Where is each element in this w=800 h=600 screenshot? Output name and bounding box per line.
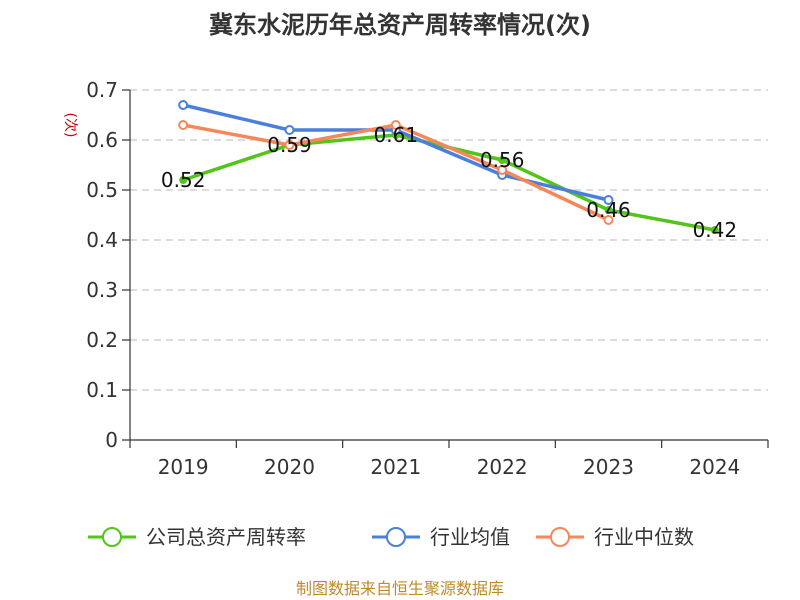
series-3 xyxy=(178,120,614,225)
legend-item-2[interactable]: 行业均值 xyxy=(372,525,510,549)
x-tick-label: 2024 xyxy=(689,455,740,479)
data-point xyxy=(604,206,613,214)
data-point xyxy=(178,100,189,110)
y-tick-label: 0.3 xyxy=(86,278,118,302)
y-axis-label: (次) xyxy=(62,113,78,138)
data-point xyxy=(178,120,189,130)
legend-item-3[interactable]: 行业中位数 xyxy=(536,525,694,549)
legend-label: 行业中位数 xyxy=(594,525,694,549)
data-point xyxy=(284,140,295,150)
x-tick-label: 2021 xyxy=(370,455,421,479)
legend-label: 公司总资产周转率 xyxy=(146,525,306,549)
series-2 xyxy=(178,100,614,205)
data-label: 0.56 xyxy=(480,148,525,172)
y-tick-label: 0.1 xyxy=(86,378,118,402)
data-label: 0.61 xyxy=(374,123,419,147)
data-labels: 0.52 0.59 0.61 0.56 0.46 0.42 xyxy=(161,123,737,242)
y-tick-label: 0.7 xyxy=(86,78,118,102)
data-label: 0.52 xyxy=(161,168,206,192)
data-point xyxy=(497,165,508,175)
legend-marker xyxy=(550,527,570,547)
data-label: 0.59 xyxy=(267,133,312,157)
legend-marker xyxy=(102,527,122,547)
data-point xyxy=(284,125,295,135)
data-point xyxy=(390,120,401,130)
y-tick-label: 0.6 xyxy=(86,128,118,152)
x-tick-label: 2022 xyxy=(477,455,528,479)
y-tick-label: 0 xyxy=(105,428,118,452)
data-label: 0.46 xyxy=(586,198,631,222)
x-tick-label: 2020 xyxy=(264,455,315,479)
data-point xyxy=(179,176,188,184)
legend[interactable]: 公司总资产周转率 行业均值 行业中位数 xyxy=(88,525,694,549)
axes xyxy=(122,89,769,448)
y-tick-labels: 0 0.1 0.2 0.3 0.4 0.5 0.6 0.7 xyxy=(86,78,118,452)
series-line xyxy=(181,103,611,202)
y-tick-label: 0.5 xyxy=(86,178,118,202)
y-tick-label: 0.2 xyxy=(86,328,118,352)
x-tick-label: 2019 xyxy=(158,455,209,479)
legend-item-1[interactable]: 公司总资产周转率 xyxy=(88,525,306,549)
source-note: 制图数据来自恒生聚源数据库 xyxy=(296,579,504,598)
y-tick-label: 0.4 xyxy=(86,228,118,252)
series-lines xyxy=(178,100,719,234)
x-tick-label: 2023 xyxy=(583,455,634,479)
grid xyxy=(130,89,768,391)
chart-title: 冀东水泥历年总资产周转率情况(次) xyxy=(209,11,591,39)
data-point xyxy=(603,195,614,205)
data-point xyxy=(603,215,614,225)
legend-label: 行业均值 xyxy=(430,525,510,549)
data-point xyxy=(498,156,507,164)
legend-marker xyxy=(386,527,406,547)
data-point xyxy=(710,226,719,234)
data-label: 0.42 xyxy=(693,218,738,242)
x-tick-labels: 2019 2020 2021 2022 2023 2024 xyxy=(158,455,741,479)
